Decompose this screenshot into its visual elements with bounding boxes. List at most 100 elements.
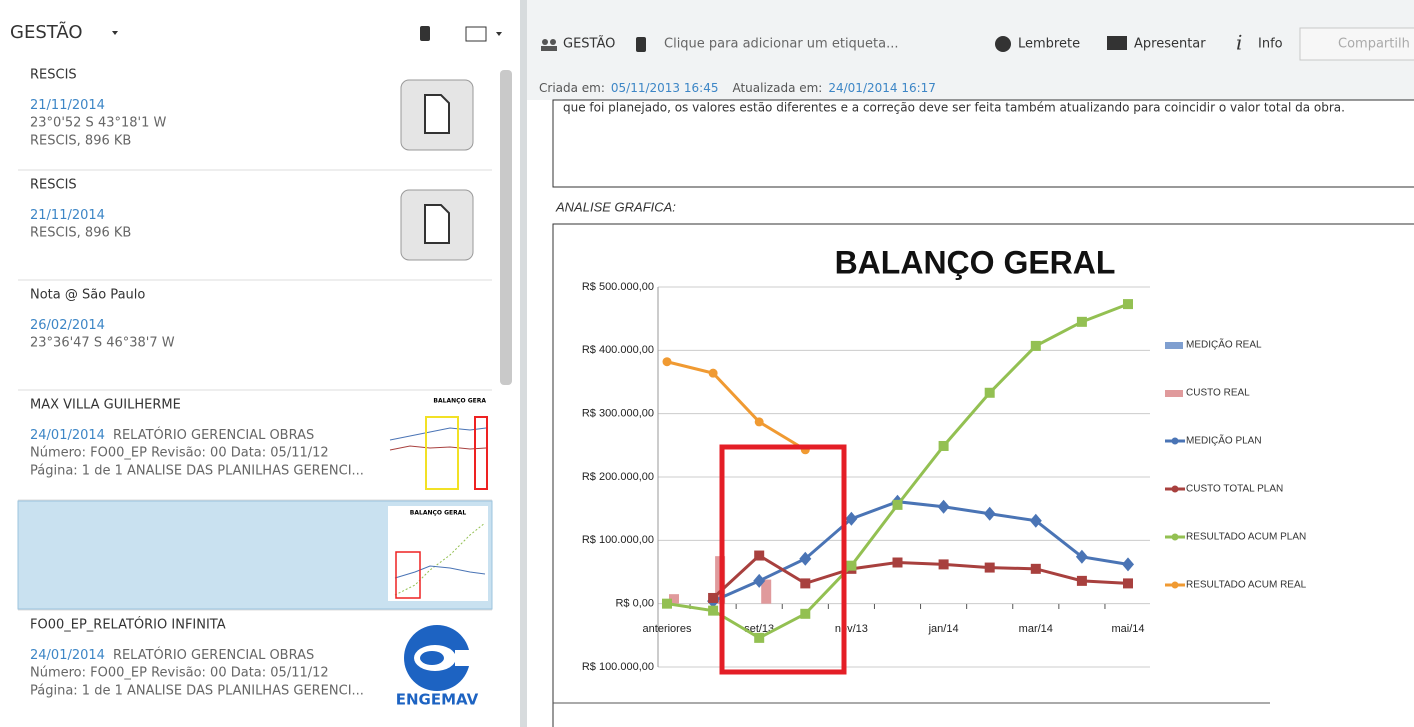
chart-thumb[interactable]: BALANÇO GERA: [388, 395, 488, 490]
reminder-icon: [995, 36, 1011, 52]
legend-label: CUSTO REAL: [1186, 388, 1250, 399]
info-button[interactable]: Info: [1258, 37, 1283, 52]
note-title[interactable]: RESCIS: [30, 178, 77, 193]
sidebar-title[interactable]: GESTÃO: [10, 21, 83, 43]
marker: [663, 357, 672, 366]
info-icon: i: [1236, 31, 1242, 55]
x-tick-label: mai/14: [1111, 623, 1144, 635]
legend-label: CUSTO TOTAL PLAN: [1186, 484, 1283, 495]
note-line: Número: FO00_EP Revisão: 00 Data: 05/11/…: [30, 446, 329, 461]
legend-label: MEDIÇÃO PLAN: [1186, 434, 1262, 447]
marker: [846, 561, 856, 571]
notebook-name[interactable]: GESTÃO: [563, 36, 615, 52]
screen: GESTÃO RESCIS 21/11/2014 23°0'52 S 43°18'1…: [0, 0, 1414, 727]
note-title[interactable]: Nota @ São Paulo: [30, 288, 145, 303]
note-date-row: 26/02/2014: [30, 318, 105, 333]
note-date-row: 21/11/2014: [30, 98, 105, 113]
y-tick-label: R$ 100.000,00: [582, 534, 654, 546]
note-line: Número: FO00_EP Revisão: 00 Data: 05/11/…: [30, 666, 329, 681]
thumb-text: BALANÇO GERAL: [410, 510, 467, 517]
note-title[interactable]: FO00_EP_RELATÓRIO INFINITA: [30, 617, 226, 633]
y-tick-label: R$ 0,00: [615, 598, 654, 610]
tag-icon[interactable]: [420, 26, 430, 41]
file-thumb[interactable]: [401, 190, 473, 260]
marker: [662, 599, 672, 609]
marker: [754, 551, 764, 561]
created-label: Criada em:: [539, 81, 605, 95]
marker: [1123, 299, 1133, 309]
thumb-text: BALANÇO GERA: [433, 398, 486, 405]
marker: [939, 441, 949, 451]
note-snippet: RELATÓRIO GERENCIAL OBRAS: [113, 647, 314, 663]
marker: [708, 606, 718, 616]
present-button[interactable]: Apresentar: [1134, 37, 1206, 52]
file-thumb[interactable]: [401, 80, 473, 150]
note-date-row: 24/01/2014 RELATÓRIO GERENCIAL OBRAS: [30, 427, 314, 443]
legend-marker: [1172, 486, 1179, 493]
legend-swatch: [1165, 342, 1183, 349]
marker: [800, 578, 810, 588]
present-icon: [1107, 36, 1127, 50]
note-line: 23°36'47 S 46°38'7 W: [30, 336, 175, 351]
y-tick-label: R$ 200.000,00: [582, 471, 654, 483]
divider: [520, 0, 527, 727]
note-line: RESCIS, 896 KB: [30, 226, 131, 241]
note-date-row: 24/01/2014 RELATÓRIO GERENCIAL OBRAS: [30, 647, 314, 663]
note-date-row: 21/11/2014: [30, 208, 105, 223]
legend-marker: [1172, 534, 1179, 541]
meta: Criada em:05/11/2013 16:45Atualizada em:…: [539, 81, 936, 95]
note-date: 26/02/2014: [30, 318, 105, 333]
chart-title: BALANÇO GERAL: [835, 244, 1116, 280]
note-date: 24/01/2014: [30, 648, 105, 663]
note-snippet: RELATÓRIO GERENCIAL OBRAS: [113, 427, 314, 443]
x-tick-label: anteriores: [643, 623, 692, 635]
marker: [939, 559, 949, 569]
thumb-text: ENGEMAV: [396, 691, 479, 709]
share-button[interactable]: Compartilh: [1338, 37, 1410, 52]
marker: [800, 609, 810, 619]
note-date: 24/01/2014: [30, 428, 105, 443]
tag-icon: [636, 37, 646, 52]
marker: [1077, 317, 1087, 327]
legend-marker: [1172, 582, 1179, 589]
created: 05/11/2013 16:45: [611, 81, 719, 95]
marker: [1031, 341, 1041, 351]
x-tick-label: mar/14: [1019, 623, 1053, 635]
y-tick-label: R$ 400.000,00: [582, 344, 654, 356]
marker: [985, 388, 995, 398]
x-tick-label: jan/14: [928, 623, 959, 635]
reminder-button[interactable]: Lembrete: [1018, 37, 1080, 52]
note-line: 23°0'52 S 43°18'1 W: [30, 116, 167, 131]
scrollbar[interactable]: [500, 70, 512, 385]
legend-label: MEDIÇÃO REAL: [1186, 338, 1262, 351]
page: GESTÃO RESCIS 21/11/2014 23°0'52 S 43°18'1…: [0, 0, 1414, 727]
legend-label: RESULTADO ACUM REAL: [1186, 580, 1307, 591]
y-tick-label: R$ 500.000,00: [582, 281, 654, 293]
legend-swatch: [1165, 390, 1183, 397]
note-line: Página: 1 de 1 ANALISE DAS PLANILHAS GER…: [30, 684, 364, 699]
note-date: 21/11/2014: [30, 208, 105, 223]
marker: [1077, 576, 1087, 586]
note-heading: ANALISE GRAFICA:: [555, 199, 676, 214]
marker: [985, 563, 995, 573]
marker: [893, 500, 903, 510]
marker: [755, 417, 764, 426]
marker: [709, 369, 718, 378]
note-title[interactable]: MAX VILLA GUILHERME: [30, 398, 181, 413]
note-line: RESCIS, 896 KB: [30, 134, 131, 149]
y-tick-label: R$ 100.000,00: [582, 661, 654, 673]
legend-marker: [1172, 438, 1179, 445]
note-line: Página: 1 de 1 ANALISE DAS PLANILHAS GER…: [30, 464, 364, 479]
y-tick-label: R$ 300.000,00: [582, 408, 654, 420]
marker: [754, 633, 764, 643]
chart-frame: [553, 224, 1414, 727]
updated: 24/01/2014 16:17: [828, 81, 936, 95]
note-title[interactable]: RESCIS: [30, 68, 77, 83]
tag-input[interactable]: Clique para adicionar um etiqueta...: [664, 37, 899, 52]
chart-thumb[interactable]: BALANÇO GERAL: [388, 506, 488, 601]
marker: [708, 593, 718, 603]
marker: [1031, 564, 1041, 574]
marker: [893, 558, 903, 568]
note-date: 21/11/2014: [30, 98, 105, 113]
marker: [1123, 578, 1133, 588]
